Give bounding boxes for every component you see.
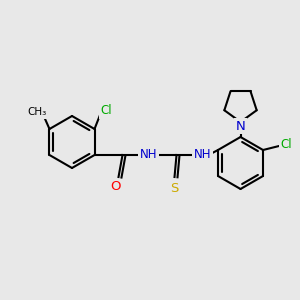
Text: CH₃: CH₃ <box>28 107 47 117</box>
Text: Cl: Cl <box>101 104 112 117</box>
Text: N: N <box>236 119 245 133</box>
Text: O: O <box>110 181 121 194</box>
Text: Cl: Cl <box>280 137 292 151</box>
Text: NH: NH <box>140 148 157 161</box>
Text: S: S <box>170 182 179 194</box>
Text: NH: NH <box>194 148 211 161</box>
